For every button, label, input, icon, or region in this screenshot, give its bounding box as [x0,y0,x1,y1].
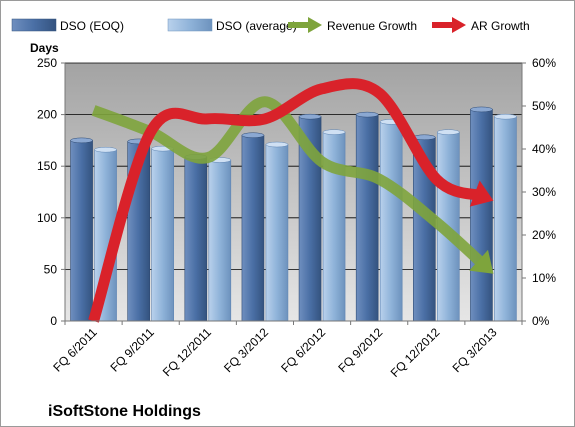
legend-label-ar-growth: AR Growth [471,19,530,33]
bar-dso-average [265,144,289,322]
bar-dso-average-cap [265,141,289,148]
x-tick-label: FQ 3/2012 [221,325,271,375]
y-left-tick-label: 200 [37,108,57,122]
chart-caption: iSoftStone Holdings [48,403,201,420]
bar-dso-average-cap [322,129,346,135]
legend-label-dso-average: DSO (average) [216,19,297,33]
bar-dso-average [494,116,517,322]
line-revenue-growth [91,96,487,269]
y-axis-left-title: Days [30,41,59,55]
y-left-tick-label: 0 [50,314,57,328]
bar-dso-average-cap [94,146,117,153]
y-right-tick-label: 20% [532,228,556,242]
legend-label-dso-eoq: DSO (EOQ) [60,19,124,33]
y-left-tick-label: 150 [37,159,57,173]
legend-swatch-dso-average [167,18,213,32]
y-left-tick-label: 50 [44,262,58,276]
y-axis-left-ticks: 0 50 100 150 200 250 [37,56,65,328]
y-right-tick-label: 0% [532,314,550,328]
x-tick-label: FQ 6/2011 [50,325,100,375]
y-left-tick-label: 250 [37,56,57,70]
bar-dso-eoq-cap [70,137,93,144]
legend-swatch-dso-eoq [11,18,57,32]
y-right-tick-label: 30% [532,185,556,199]
x-tick-label: FQ 12/2011 [160,325,214,379]
bar-dso-eoq-cap [355,111,379,118]
bar-dso-average [208,159,232,322]
x-tick-label: FQ 3/2013 [450,325,500,375]
y-right-tick-label: 50% [532,99,556,113]
y-left-tick-label: 100 [37,211,57,225]
bar-dso-eoq [355,114,379,322]
line-ar-growth [88,78,483,323]
arrowhead-revenue-growth [469,249,494,274]
x-tick-label: FQ 9/2012 [335,325,385,375]
x-axis-ticks: FQ 6/2011 FQ 9/2011 FQ 12/2011 FQ 3/2012 FQ … [50,321,523,380]
y-axis-right-ticks: 0% 10% 20% 30% 40% 50% 60% [522,56,556,328]
legend-label-revenue-growth: Revenue Growth [327,19,417,33]
bar-dso-eoq-cap [241,132,265,138]
bar-dso-eoq [241,134,265,322]
bar-dso-eoq [184,156,208,322]
bar-dso-average [379,121,403,322]
bar-dso-eoq-cap [298,113,322,120]
bar-dso-average [151,148,174,322]
y-right-tick-label: 10% [532,271,556,285]
bar-dso-average-cap [437,129,460,135]
x-tick-label: FQ 12/2012 [388,325,443,380]
y-right-tick-label: 40% [532,142,556,156]
growth-lines-group [88,78,494,323]
bars-group [70,106,517,322]
x-tick-label: FQ 6/2012 [278,325,328,375]
bar-dso-eoq-cap [470,106,493,113]
bar-dso-eoq [470,109,493,322]
x-tick-label: FQ 9/2011 [107,325,157,375]
bar-dso-eoq [70,140,93,322]
arrowhead-ar-growth [469,180,494,207]
bar-dso-average-cap [494,113,517,120]
y-right-tick-label: 60% [532,56,556,70]
legend-swatch-revenue-growth [288,17,322,33]
legend-swatch-ar-growth [432,17,466,33]
legend: DSO (EOQ) DSO (average) Revenue Growth A… [11,17,530,33]
